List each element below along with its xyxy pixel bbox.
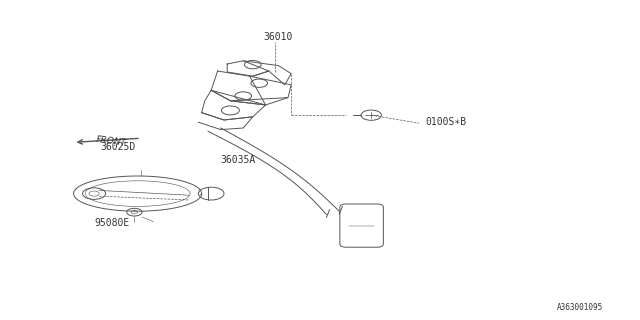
Text: A363001095: A363001095 — [557, 303, 603, 312]
Text: 36035A: 36035A — [221, 155, 256, 165]
Text: 95080E: 95080E — [94, 218, 130, 228]
Text: FRONT: FRONT — [96, 135, 127, 148]
Text: 0100S∗B: 0100S∗B — [426, 117, 467, 127]
Text: 36025D: 36025D — [100, 142, 136, 152]
Text: 36010: 36010 — [264, 32, 293, 42]
